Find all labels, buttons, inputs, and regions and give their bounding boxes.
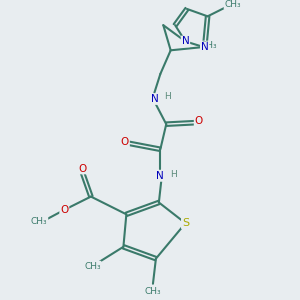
Text: N: N [151, 94, 158, 104]
Text: N: N [157, 171, 164, 181]
Text: S: S [182, 218, 189, 228]
Text: H: H [170, 170, 176, 179]
Text: N: N [201, 42, 208, 52]
Text: O: O [121, 137, 129, 147]
Text: O: O [60, 205, 68, 215]
Text: O: O [78, 164, 86, 173]
Text: O: O [195, 116, 203, 126]
Text: CH₃: CH₃ [201, 41, 218, 50]
Text: N: N [182, 36, 189, 46]
Text: CH₃: CH₃ [145, 286, 161, 296]
Text: CH₃: CH₃ [31, 217, 47, 226]
Text: H: H [164, 92, 171, 100]
Text: CH₃: CH₃ [84, 262, 101, 271]
Text: CH₃: CH₃ [224, 0, 241, 9]
